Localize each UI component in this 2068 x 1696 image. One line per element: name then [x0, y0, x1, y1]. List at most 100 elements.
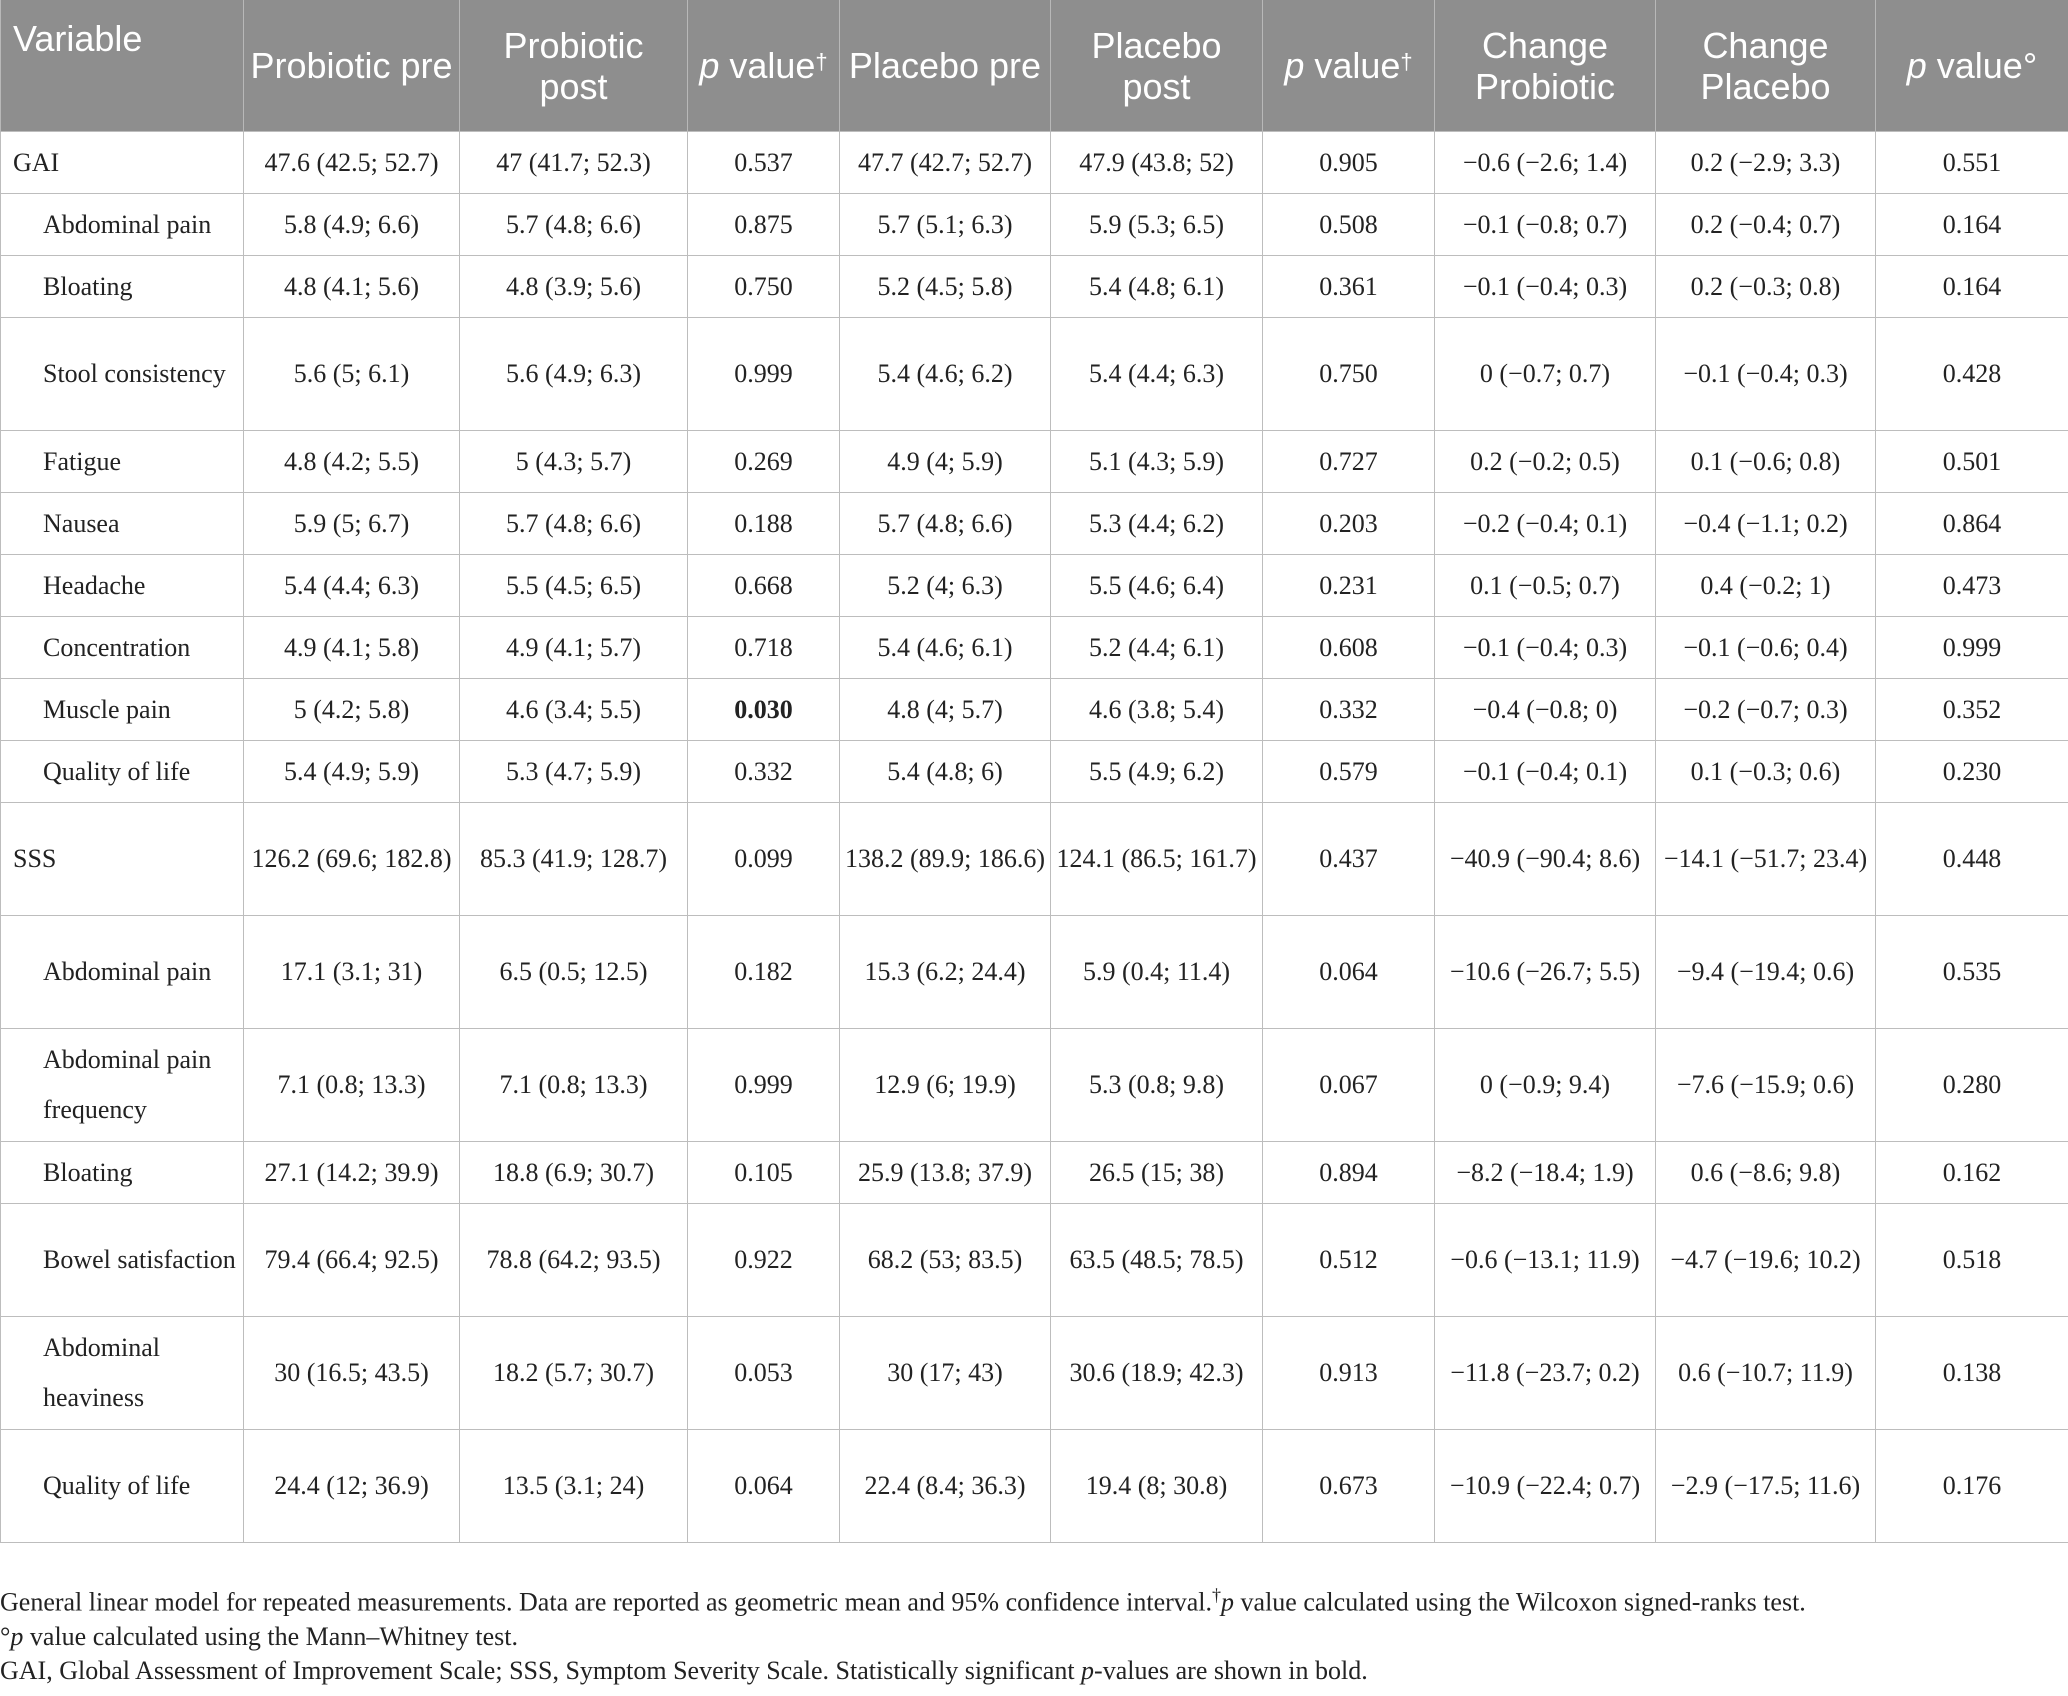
table-row: Stool consistency 5.6 (5; 6.1) 5.6 (4.9; 6… — [0, 317, 2068, 431]
p-value-cell: 0.428 — [1875, 317, 2068, 431]
placebo-pre-cell: 12.9 (6; 19.9) — [839, 1028, 1051, 1142]
variable-cell: Nausea — [0, 492, 244, 555]
placebo-post-cell: 4.6 (3.8; 5.4) — [1050, 678, 1263, 741]
variable-cell: Bloating — [0, 1141, 244, 1204]
change-probiotic-cell: 0 (−0.7; 0.7) — [1434, 317, 1656, 431]
probiotic-pre-cell: 5.9 (5; 6.7) — [243, 492, 460, 555]
placebo-post-cell: 30.6 (18.9; 42.3) — [1050, 1316, 1263, 1430]
header-p-word: value — [1304, 45, 1401, 86]
change-probiotic-cell: −0.1 (−0.4; 0.3) — [1434, 616, 1656, 679]
change-placebo-cell: 0.6 (−10.7; 11.9) — [1655, 1316, 1876, 1430]
header-p-word: value — [1926, 45, 2023, 86]
p-value-cell: 0.332 — [687, 740, 840, 803]
placebo-pre-cell: 5.4 (4.6; 6.1) — [839, 616, 1051, 679]
variable-cell: Quality of life — [0, 740, 244, 803]
placebo-pre-cell: 5.2 (4.5; 5.8) — [839, 255, 1051, 318]
probiotic-post-cell: 6.5 (0.5; 12.5) — [459, 915, 688, 1029]
probiotic-pre-cell: 30 (16.5; 43.5) — [243, 1316, 460, 1430]
placebo-post-cell: 63.5 (48.5; 78.5) — [1050, 1203, 1263, 1317]
placebo-pre-cell: 5.2 (4; 6.3) — [839, 554, 1051, 617]
p-value-cell: 0.064 — [1262, 915, 1435, 1029]
change-probiotic-cell: −0.2 (−0.4; 0.1) — [1434, 492, 1656, 555]
placebo-pre-cell: 25.9 (13.8; 37.9) — [839, 1141, 1051, 1204]
header-variable: Variable — [0, 0, 244, 132]
placebo-pre-cell: 22.4 (8.4; 36.3) — [839, 1429, 1051, 1543]
footnote-line-3: GAI, Global Assessment of Improvement Sc… — [0, 1654, 2068, 1688]
probiotic-post-cell: 18.2 (5.7; 30.7) — [459, 1316, 688, 1430]
footnote-p-italic: p — [10, 1621, 24, 1651]
p-value-cell: 0.164 — [1875, 193, 2068, 256]
p-value-cell: 0.922 — [687, 1203, 840, 1317]
table-header: Variable Probiotic pre Probiotic post p … — [0, 0, 2068, 132]
header-placebo-post: Placebo post — [1050, 0, 1263, 132]
variable-cell: Bloating — [0, 255, 244, 318]
table-row: Bowel satisfaction 79.4 (66.4; 92.5) 78.8 … — [0, 1203, 2068, 1317]
placebo-pre-cell: 5.7 (5.1; 6.3) — [839, 193, 1051, 256]
change-placebo-cell: 0.1 (−0.3; 0.6) — [1655, 740, 1876, 803]
p-value-cell: 0.162 — [1875, 1141, 2068, 1204]
variable-cell: Abdominal heaviness — [0, 1316, 244, 1430]
header-probiotic-pre: Probiotic pre — [243, 0, 460, 132]
p-value-cell: 0.099 — [687, 802, 840, 916]
p-value-cell: 0.905 — [1262, 131, 1435, 194]
table-row: Headache 5.4 (4.4; 6.3) 5.5 (4.5; 6.5) 0.66… — [0, 554, 2068, 617]
placebo-pre-cell: 138.2 (89.9; 186.6) — [839, 802, 1051, 916]
p-value-cell: 0.535 — [1875, 915, 2068, 1029]
placebo-pre-cell: 5.4 (4.6; 6.2) — [839, 317, 1051, 431]
p-value-cell: 0.182 — [687, 915, 840, 1029]
p-value-cell: 0.579 — [1262, 740, 1435, 803]
footnote-text: GAI, Global Assessment of Improvement Sc… — [0, 1655, 1082, 1685]
probiotic-post-cell: 13.5 (3.1; 24) — [459, 1429, 688, 1543]
table-row: Abdominal pain frequency 7.1 (0.8; 13.3) 7… — [0, 1028, 2068, 1142]
p-value-cell: 0.537 — [687, 131, 840, 194]
change-placebo-cell: 0.2 (−2.9; 3.3) — [1655, 131, 1876, 194]
probiotic-post-cell: 5.3 (4.7; 5.9) — [459, 740, 688, 803]
p-value-cell: 0.913 — [1262, 1316, 1435, 1430]
table-row: Concentration 4.9 (4.1; 5.8) 4.9 (4.1; 5.7… — [0, 616, 2068, 679]
placebo-post-cell: 5.3 (0.8; 9.8) — [1050, 1028, 1263, 1142]
p-value-cell: 0.999 — [1875, 616, 2068, 679]
change-placebo-cell: −14.1 (−51.7; 23.4) — [1655, 802, 1876, 916]
change-placebo-cell: −0.1 (−0.4; 0.3) — [1655, 317, 1876, 431]
dagger-mark: † — [815, 49, 828, 74]
p-value-cell: 0.361 — [1262, 255, 1435, 318]
table-row: Abdominal pain 17.1 (3.1; 31) 6.5 (0.5; 12… — [0, 915, 2068, 1029]
probiotic-pre-cell: 126.2 (69.6; 182.8) — [243, 802, 460, 916]
change-probiotic-cell: −0.6 (−13.1; 11.9) — [1434, 1203, 1656, 1317]
change-probiotic-cell: −11.8 (−23.7; 0.2) — [1434, 1316, 1656, 1430]
change-placebo-cell: 0.1 (−0.6; 0.8) — [1655, 430, 1876, 493]
p-value-cell: 0.750 — [1262, 317, 1435, 431]
footnote-p-italic: p — [1221, 1587, 1235, 1617]
header-p-value-mann-whitney: p value° — [1875, 0, 2068, 132]
probiotic-pre-cell: 5.8 (4.9; 6.6) — [243, 193, 460, 256]
variable-cell: Abdominal pain — [0, 915, 244, 1029]
probiotic-pre-cell: 4.9 (4.1; 5.8) — [243, 616, 460, 679]
probiotic-post-cell: 5.5 (4.5; 6.5) — [459, 554, 688, 617]
change-placebo-cell: −2.9 (−17.5; 11.6) — [1655, 1429, 1876, 1543]
footnote-text: -values are shown in bold. — [1094, 1655, 1368, 1685]
placebo-post-cell: 5.3 (4.4; 6.2) — [1050, 492, 1263, 555]
table-row: Bloating 27.1 (14.2; 39.9) 18.8 (6.9; 30.7… — [0, 1141, 2068, 1204]
p-value-cell: 0.164 — [1875, 255, 2068, 318]
probiotic-post-cell: 4.8 (3.9; 5.6) — [459, 255, 688, 318]
change-placebo-cell: −7.6 (−15.9; 0.6) — [1655, 1028, 1876, 1142]
p-value-cell: 0.176 — [1875, 1429, 2068, 1543]
p-value-cell: 0.280 — [1875, 1028, 2068, 1142]
change-probiotic-cell: −0.1 (−0.8; 0.7) — [1434, 193, 1656, 256]
header-placebo-pre: Placebo pre — [839, 0, 1051, 132]
p-value-cell: 0.064 — [687, 1429, 840, 1543]
footnote-line-2: °p value calculated using the Mann–Whitn… — [0, 1620, 2068, 1654]
table-body: GAI 47.6 (42.5; 52.7) 47 (41.7; 52.3) 0.537… — [0, 131, 2068, 1543]
change-probiotic-cell: −0.1 (−0.4; 0.3) — [1434, 255, 1656, 318]
probiotic-pre-cell: 7.1 (0.8; 13.3) — [243, 1028, 460, 1142]
placebo-pre-cell: 68.2 (53; 83.5) — [839, 1203, 1051, 1317]
p-value-cell: 0.864 — [1875, 492, 2068, 555]
header-p-italic: p — [699, 45, 720, 86]
footnote-degree: ° — [0, 1621, 11, 1651]
probiotic-post-cell: 4.6 (3.4; 5.5) — [459, 678, 688, 741]
change-placebo-cell: −0.1 (−0.6; 0.4) — [1655, 616, 1876, 679]
table-row: GAI 47.6 (42.5; 52.7) 47 (41.7; 52.3) 0.537… — [0, 131, 2068, 194]
p-value-cell: 0.448 — [1875, 802, 2068, 916]
p-value-cell: 0.718 — [687, 616, 840, 679]
variable-cell: Abdominal pain frequency — [0, 1028, 244, 1142]
